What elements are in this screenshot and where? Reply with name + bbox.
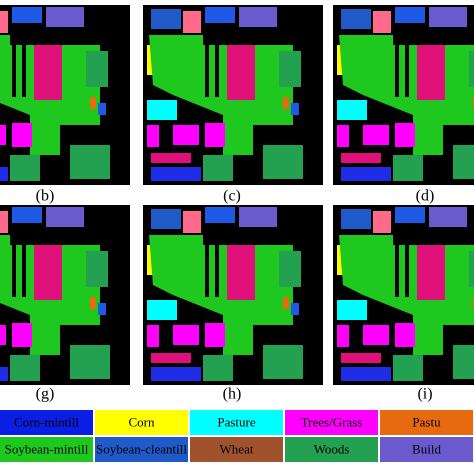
legend-label: Woods — [314, 441, 350, 456]
legend-label: Trees/Grass — [301, 414, 363, 429]
panel-label: (g) — [36, 386, 55, 403]
map-b — [0, 5, 130, 185]
map-d — [333, 5, 474, 185]
panel-label: (b) — [36, 188, 55, 205]
panel-label: (c) — [223, 188, 241, 205]
legend-swatch — [95, 437, 188, 462]
panel-label: (h) — [223, 386, 242, 403]
legend-swatch — [95, 410, 188, 435]
map-c — [143, 5, 323, 185]
map-h — [143, 205, 323, 385]
legend-label: Pasture — [217, 414, 256, 429]
legend-swatch — [285, 437, 378, 462]
legend-label: Build — [412, 441, 441, 456]
panel-label: (i) — [417, 386, 432, 403]
legend-swatch — [190, 410, 283, 435]
legend-label: Corn-mintill — [14, 414, 79, 429]
legend-label: Soybean-cleantill — [96, 441, 187, 456]
map-i — [333, 205, 474, 385]
legend-swatch — [0, 437, 93, 462]
legend-swatch — [190, 437, 283, 462]
legend-label: Pastu — [412, 414, 441, 429]
map-g — [0, 205, 130, 385]
legend-swatch — [285, 410, 378, 435]
legend-label: Soybean-mintill — [5, 441, 89, 456]
legend-label: Corn — [129, 414, 156, 429]
legend: Corn-mintill Corn Pasture Trees/Grass Pastu S… — [0, 410, 473, 462]
panel-label: (d) — [416, 188, 435, 205]
legend-swatch — [380, 437, 473, 462]
panel-labels: (b) (c) (d) (g) (h) (i) — [36, 188, 435, 403]
legend-swatch — [380, 410, 473, 435]
legend-label: Wheat — [220, 441, 254, 456]
legend-swatch — [0, 410, 93, 435]
